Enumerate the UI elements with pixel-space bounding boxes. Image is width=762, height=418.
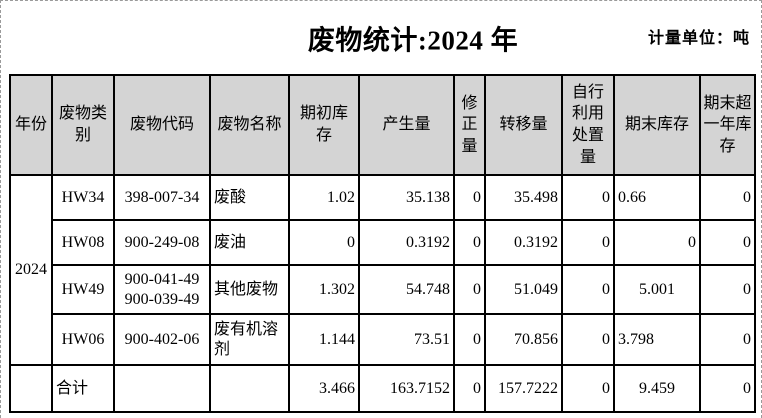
cell-generated: 54.748 [358,264,455,315]
header-correction-amount: 修 正 量 [453,74,486,176]
total-year-cell [9,364,53,413]
cell-code: 398-007-34 [113,174,211,221]
cell-self-use-disposal: 0 [561,264,615,315]
header-over-one-year-stock: 期末超 一年库 存 [699,74,756,176]
cell-name: 废油 [209,219,290,266]
cell-generated: 35.138 [358,174,455,221]
cell-closing: 0 [613,219,701,266]
table-row: HW49 900-041-49 900-039-49 其他废物 1.302 54.748… [10,264,756,315]
cell-code: 900-041-49 900-039-49 [113,264,211,315]
header-waste-code: 废物代码 [113,74,211,176]
cell-over-one-year: 0 [699,264,756,315]
waste-stats-table: 年份 废物类 别 废物代码 废物名称 期初库 存 产生量 修 正 量 转移量 自… [9,74,756,413]
cell-transferred: 70.856 [484,313,563,366]
header-transferred-amount: 转移量 [484,74,563,176]
header-waste-name: 废物名称 [209,74,290,176]
header-generated-amount: 产生量 [358,74,455,176]
table-body: 2024 HW34 398-007-34 废酸 1.02 35.138 0 35.498 0 0.… [9,174,756,413]
cell-transferred: 35.498 [484,174,563,221]
page-title: 废物统计:2024 年 [307,25,519,56]
total-cell-closing: 9.459 [613,364,701,413]
cell-generated: 0.3192 [358,219,455,266]
cell-transferred: 0.3192 [484,219,563,266]
total-cell-over-one-year: 0 [699,364,756,413]
unit-label: 计量单位：吨 [647,30,750,47]
cell-over-one-year: 0 [699,219,756,266]
table-row: HW08 900-249-08 废油 0 0.3192 0 0.3192 0 0 0 [10,219,756,266]
cell-opening: 1.302 [288,264,360,315]
total-cell-self-use-disposal: 0 [561,364,615,413]
cell-corrected: 0 [453,219,486,266]
cell-closing: 5.001 [613,264,701,315]
cell-closing: 0.66 [613,174,701,221]
cell-generated: 73.51 [358,313,455,366]
cell-corrected: 0 [453,313,486,366]
cell-closing: 3.798 [613,313,701,366]
total-cell-corrected: 0 [453,364,486,413]
header-row: 年份 废物类 别 废物代码 废物名称 期初库 存 产生量 修 正 量 转移量 自… [9,74,756,176]
total-cell-opening: 3.466 [288,364,360,413]
header-closing-stock: 期末库存 [613,74,701,176]
cell-category: HW08 [51,219,115,266]
total-cell-transferred: 157.7222 [484,364,563,413]
table-row: 2024 HW34 398-007-34 废酸 1.02 35.138 0 35.498 0 0.… [9,174,756,366]
table-row: HW06 900-402-06 废有机溶剂 1.144 73.51 0 70.856 0 3.7… [10,313,756,366]
cell-self-use-disposal: 0 [561,219,615,266]
cell-opening: 1.02 [288,174,360,221]
cell-code: 900-402-06 [113,313,211,366]
cell-name: 废有机溶剂 [209,313,290,366]
cell-corrected: 0 [453,174,486,221]
header-self-use-disposal-amount: 自行 利用 处置 量 [561,74,615,176]
cell-opening: 1.144 [288,313,360,366]
year-cell: 2024 [9,174,53,366]
total-row: 合计 3.466 163.7152 0 157.7222 0 9.459 0 [9,364,756,413]
total-code-cell [113,364,211,413]
cell-over-one-year: 0 [699,313,756,366]
cell-self-use-disposal: 0 [561,174,615,221]
total-name-cell [209,364,290,413]
cell-code: 900-249-08 [113,219,211,266]
cell-category: HW49 [51,264,115,315]
cell-name: 废酸 [209,174,290,221]
cell-category: HW34 [51,174,115,221]
cell-opening: 0 [288,219,360,266]
cell-name: 其他废物 [209,264,290,315]
cell-transferred: 51.049 [484,264,563,315]
total-label: 合计 [51,364,115,413]
cell-category: HW06 [51,313,115,366]
cell-self-use-disposal: 0 [561,313,615,366]
cell-corrected: 0 [453,264,486,315]
header-waste-category: 废物类 别 [51,74,115,176]
cell-over-one-year: 0 [699,174,756,221]
header-year: 年份 [9,74,53,176]
header-opening-stock: 期初库 存 [288,74,360,176]
total-cell-generated: 163.7152 [358,364,455,413]
